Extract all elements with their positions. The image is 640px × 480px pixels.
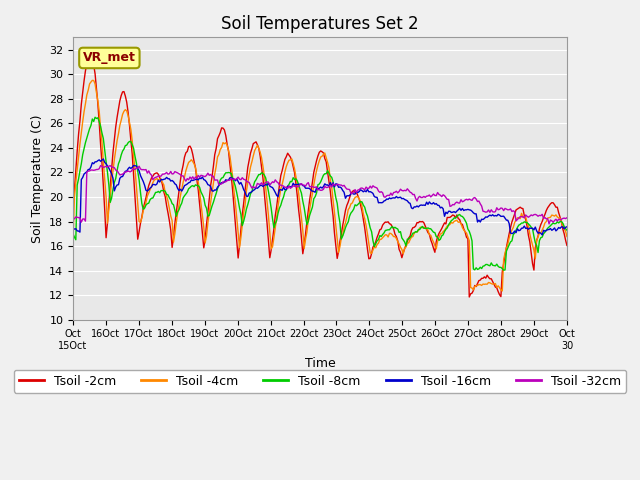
Tsoil -8cm [92, 114, 99, 120]
Tsoil -16cm [218, 180, 225, 186]
Tsoil -8cm [243, 206, 250, 212]
Tsoil -4cm [131, 167, 139, 172]
Tsoil -16cm [69, 226, 77, 231]
Tsoil -32cm [97, 163, 104, 168]
Tsoil -4cm [234, 230, 242, 236]
Tsoil -32cm [218, 181, 225, 187]
Tsoil -8cm [287, 179, 294, 184]
Line: Tsoil -32cm: Tsoil -32cm [73, 166, 567, 224]
Tsoil -16cm [538, 232, 546, 238]
Tsoil -16cm [243, 193, 250, 199]
Tsoil -4cm [287, 157, 294, 163]
Tsoil -16cm [99, 156, 107, 162]
Tsoil -8cm [563, 228, 571, 233]
Tsoil -16cm [131, 163, 139, 168]
Tsoil -8cm [500, 267, 508, 273]
Tsoil -32cm [131, 167, 139, 172]
Tsoil -4cm [499, 288, 506, 294]
Line: Tsoil -8cm: Tsoil -8cm [73, 117, 567, 270]
Tsoil -2cm [287, 154, 294, 160]
Line: Tsoil -2cm: Tsoil -2cm [73, 56, 567, 297]
Tsoil -8cm [234, 197, 242, 203]
Tsoil -8cm [538, 234, 546, 240]
Tsoil -2cm [69, 204, 77, 210]
Tsoil -32cm [287, 185, 294, 191]
Tsoil -32cm [243, 178, 250, 184]
Tsoil -4cm [69, 236, 77, 242]
Tsoil -8cm [69, 231, 77, 237]
X-axis label: Time: Time [305, 357, 335, 370]
Tsoil -8cm [218, 175, 225, 181]
Tsoil -2cm [243, 177, 250, 182]
Y-axis label: Soil Temperature (C): Soil Temperature (C) [31, 114, 44, 243]
Tsoil -4cm [538, 227, 546, 233]
Tsoil -32cm [537, 213, 545, 218]
Tsoil -8cm [131, 153, 139, 159]
Tsoil -32cm [563, 215, 571, 221]
Tsoil -16cm [537, 230, 545, 236]
Line: Tsoil -4cm: Tsoil -4cm [73, 80, 567, 291]
Tsoil -4cm [243, 188, 250, 194]
Legend: Tsoil -2cm, Tsoil -4cm, Tsoil -8cm, Tsoil -16cm, Tsoil -32cm: Tsoil -2cm, Tsoil -4cm, Tsoil -8cm, Tsoi… [14, 370, 626, 393]
Tsoil -2cm [86, 53, 93, 59]
Tsoil -2cm [563, 242, 571, 248]
Tsoil -4cm [563, 234, 571, 240]
Tsoil -4cm [88, 77, 96, 83]
Tsoil -2cm [234, 255, 242, 261]
Tsoil -2cm [538, 219, 546, 225]
Tsoil -2cm [465, 294, 473, 300]
Tsoil -16cm [234, 179, 242, 184]
Tsoil -16cm [287, 184, 294, 190]
Tsoil -16cm [563, 224, 571, 229]
Tsoil -32cm [234, 174, 242, 180]
Tsoil -4cm [218, 144, 225, 150]
Tsoil -2cm [131, 193, 139, 199]
Line: Tsoil -16cm: Tsoil -16cm [73, 159, 567, 235]
Text: VR_met: VR_met [83, 51, 136, 64]
Tsoil -32cm [69, 215, 77, 221]
Title: Soil Temperatures Set 2: Soil Temperatures Set 2 [221, 15, 419, 33]
Tsoil -2cm [218, 125, 225, 131]
Tsoil -32cm [545, 221, 553, 227]
